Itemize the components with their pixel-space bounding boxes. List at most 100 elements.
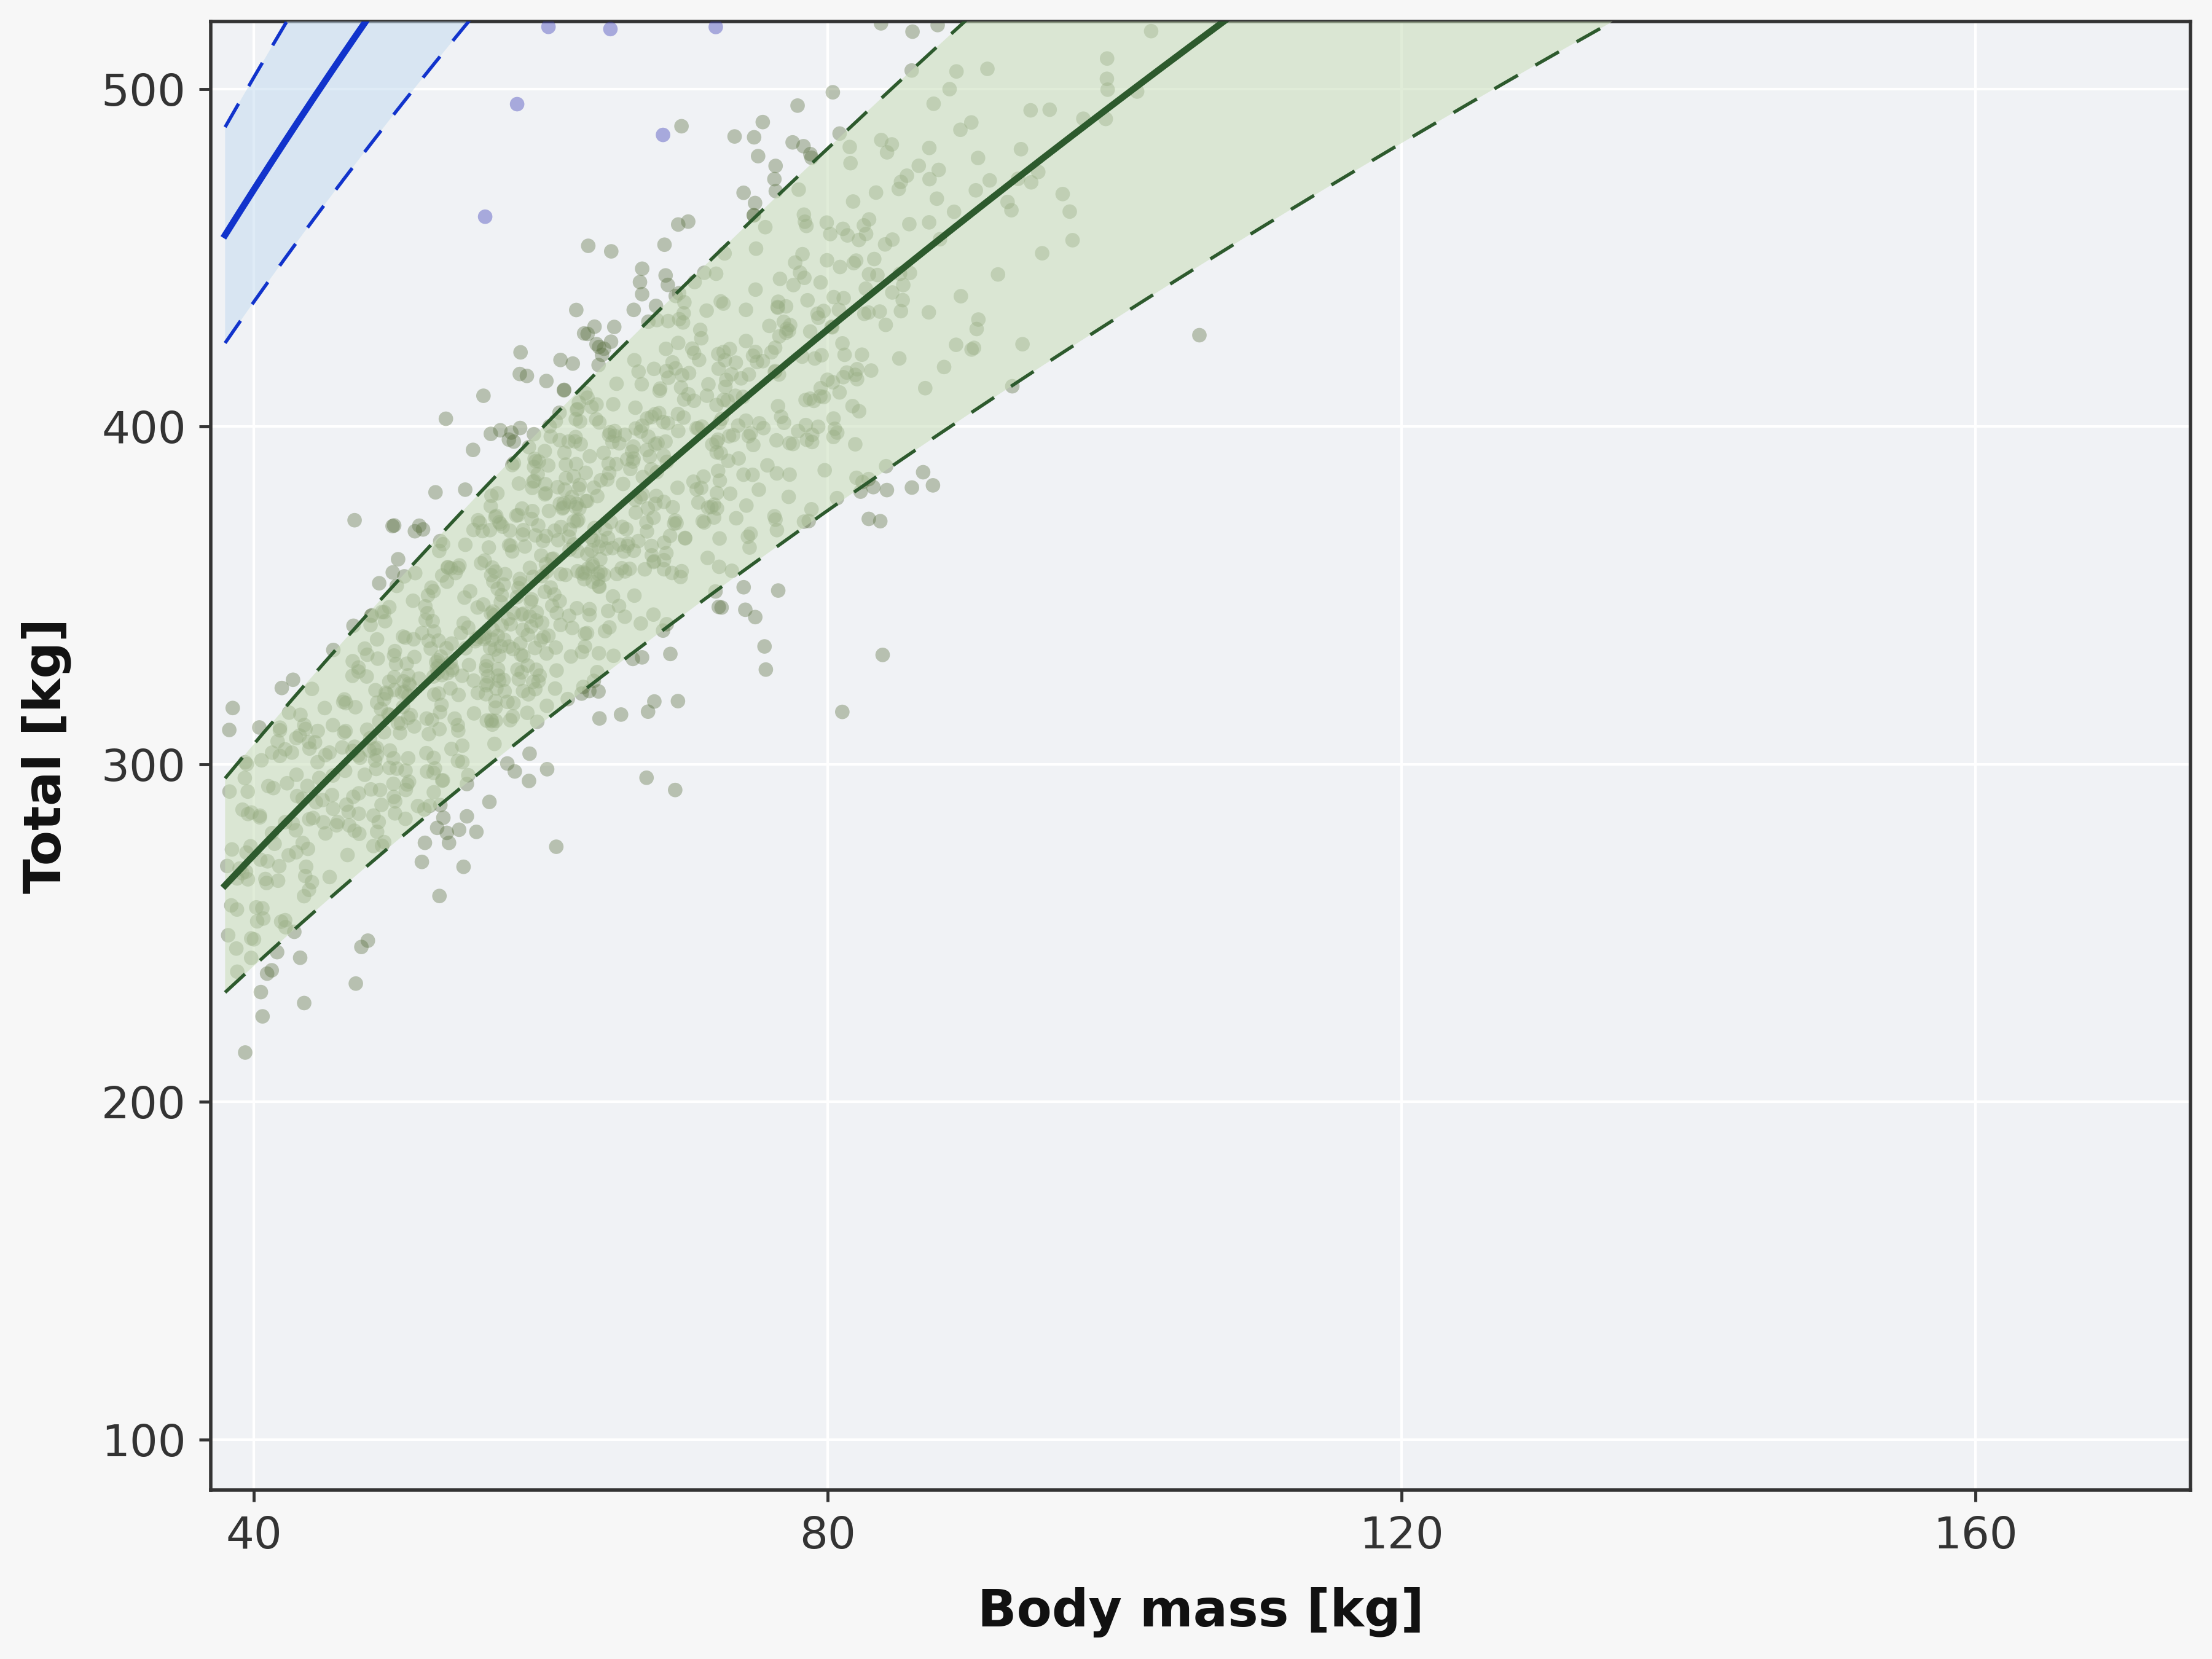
Point bbox=[553, 489, 588, 516]
Point bbox=[538, 833, 573, 859]
Point bbox=[646, 443, 681, 469]
Point bbox=[885, 287, 920, 314]
Point bbox=[478, 503, 513, 529]
Point bbox=[730, 423, 765, 450]
Point bbox=[425, 766, 460, 793]
Point bbox=[467, 204, 502, 231]
Point bbox=[774, 431, 810, 458]
Point bbox=[234, 926, 270, 952]
Point bbox=[637, 401, 672, 428]
Point bbox=[615, 438, 650, 465]
Point bbox=[522, 448, 557, 474]
Point bbox=[387, 679, 422, 705]
Point bbox=[785, 508, 821, 534]
Point bbox=[555, 508, 591, 534]
Point bbox=[341, 800, 376, 826]
Point bbox=[407, 796, 442, 823]
Point bbox=[462, 551, 498, 577]
Point bbox=[392, 768, 427, 795]
Point bbox=[803, 375, 838, 401]
Point bbox=[805, 383, 841, 410]
Point bbox=[555, 615, 591, 642]
Point bbox=[836, 187, 872, 214]
Point bbox=[821, 297, 856, 324]
Point bbox=[493, 707, 529, 733]
Point bbox=[398, 559, 434, 586]
Point bbox=[641, 375, 677, 401]
Point bbox=[352, 737, 387, 763]
Point bbox=[538, 675, 573, 702]
Point bbox=[648, 448, 684, 474]
Point bbox=[515, 474, 551, 501]
Point bbox=[825, 698, 860, 725]
Point bbox=[894, 56, 929, 83]
Point bbox=[425, 562, 460, 589]
Point bbox=[336, 783, 372, 810]
Point bbox=[462, 509, 498, 536]
Point bbox=[376, 770, 411, 796]
Point bbox=[787, 264, 823, 290]
Point bbox=[566, 674, 602, 700]
Point bbox=[677, 468, 712, 494]
Point bbox=[615, 433, 650, 460]
Point bbox=[582, 534, 617, 561]
Point bbox=[717, 383, 752, 410]
Point bbox=[745, 348, 781, 375]
Point bbox=[628, 436, 664, 463]
Point bbox=[571, 602, 606, 629]
Point bbox=[434, 655, 469, 682]
Point bbox=[690, 372, 726, 398]
Point bbox=[664, 375, 699, 401]
Point bbox=[761, 362, 796, 388]
Point bbox=[471, 788, 507, 815]
Point bbox=[449, 803, 484, 830]
Point bbox=[650, 309, 686, 335]
Point bbox=[792, 141, 827, 168]
Point bbox=[684, 474, 719, 501]
Point bbox=[473, 0, 509, 18]
Point bbox=[473, 421, 509, 448]
Point bbox=[765, 309, 801, 335]
Point bbox=[418, 479, 453, 506]
Point bbox=[338, 971, 374, 997]
Point bbox=[376, 664, 411, 690]
Point bbox=[555, 350, 591, 377]
Point bbox=[341, 654, 376, 680]
Point bbox=[502, 571, 538, 597]
Point bbox=[646, 231, 681, 257]
Point bbox=[504, 679, 540, 705]
Point bbox=[546, 440, 582, 466]
Point bbox=[606, 538, 641, 564]
Point bbox=[279, 783, 314, 810]
Point bbox=[657, 355, 692, 382]
Point bbox=[451, 614, 487, 640]
Point bbox=[228, 858, 263, 884]
Point bbox=[263, 675, 299, 702]
Point bbox=[487, 571, 522, 597]
Point bbox=[336, 733, 372, 760]
Point bbox=[701, 526, 737, 552]
Point bbox=[832, 149, 867, 176]
Point bbox=[520, 669, 555, 695]
Point bbox=[241, 713, 276, 740]
Point bbox=[617, 415, 653, 441]
Point bbox=[219, 959, 254, 985]
Point bbox=[314, 761, 349, 788]
Point bbox=[606, 421, 641, 448]
Point bbox=[816, 423, 852, 450]
Point bbox=[489, 750, 524, 776]
Point bbox=[460, 680, 495, 707]
Point bbox=[754, 338, 790, 365]
Point bbox=[816, 80, 852, 106]
Point bbox=[591, 450, 626, 476]
Point bbox=[440, 554, 476, 581]
Point bbox=[555, 484, 591, 511]
Point bbox=[699, 494, 734, 521]
Point bbox=[843, 478, 878, 504]
Point bbox=[482, 589, 518, 615]
Point bbox=[330, 841, 365, 868]
Point bbox=[646, 617, 681, 644]
Point bbox=[495, 451, 531, 478]
Point bbox=[801, 305, 836, 332]
Point bbox=[679, 476, 714, 503]
